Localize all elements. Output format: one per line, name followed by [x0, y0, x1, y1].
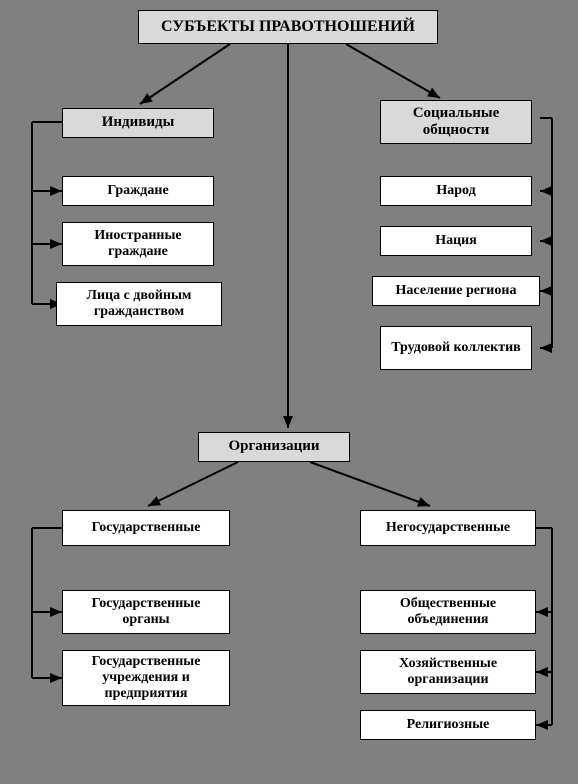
node-social: Социальные общности — [380, 100, 532, 144]
node-religious: Религиозные — [360, 710, 536, 740]
node-econ: Хозяйственные организации — [360, 650, 536, 694]
node-regionpop: Население региона — [372, 276, 540, 306]
node-foreigners: Иностранные граждане — [62, 222, 214, 266]
node-citizens: Граждане — [62, 176, 214, 206]
node-dual: Лица с двойным гражданством — [56, 282, 222, 326]
node-pubassoc: Общественные объединения — [360, 590, 536, 634]
node-gov: Государственные — [62, 510, 230, 546]
node-root: СУБЪЕКТЫ ПРАВОТНОШЕНИЙ — [138, 10, 438, 44]
node-nongov: Негосударственные — [360, 510, 536, 546]
diagram-stage: СУБЪЕКТЫ ПРАВОТНОШЕНИЙ Индивиды Социальные… — [0, 0, 578, 784]
node-govorgans: Государственные органы — [62, 590, 230, 634]
node-orgs: Организации — [198, 432, 350, 462]
node-nation: Нация — [380, 226, 532, 256]
node-govinst: Государственные учреждения и предприятия — [62, 650, 230, 706]
node-labor: Трудовой коллектив — [380, 326, 532, 370]
node-individuals: Индивиды — [62, 108, 214, 138]
node-people: Народ — [380, 176, 532, 206]
